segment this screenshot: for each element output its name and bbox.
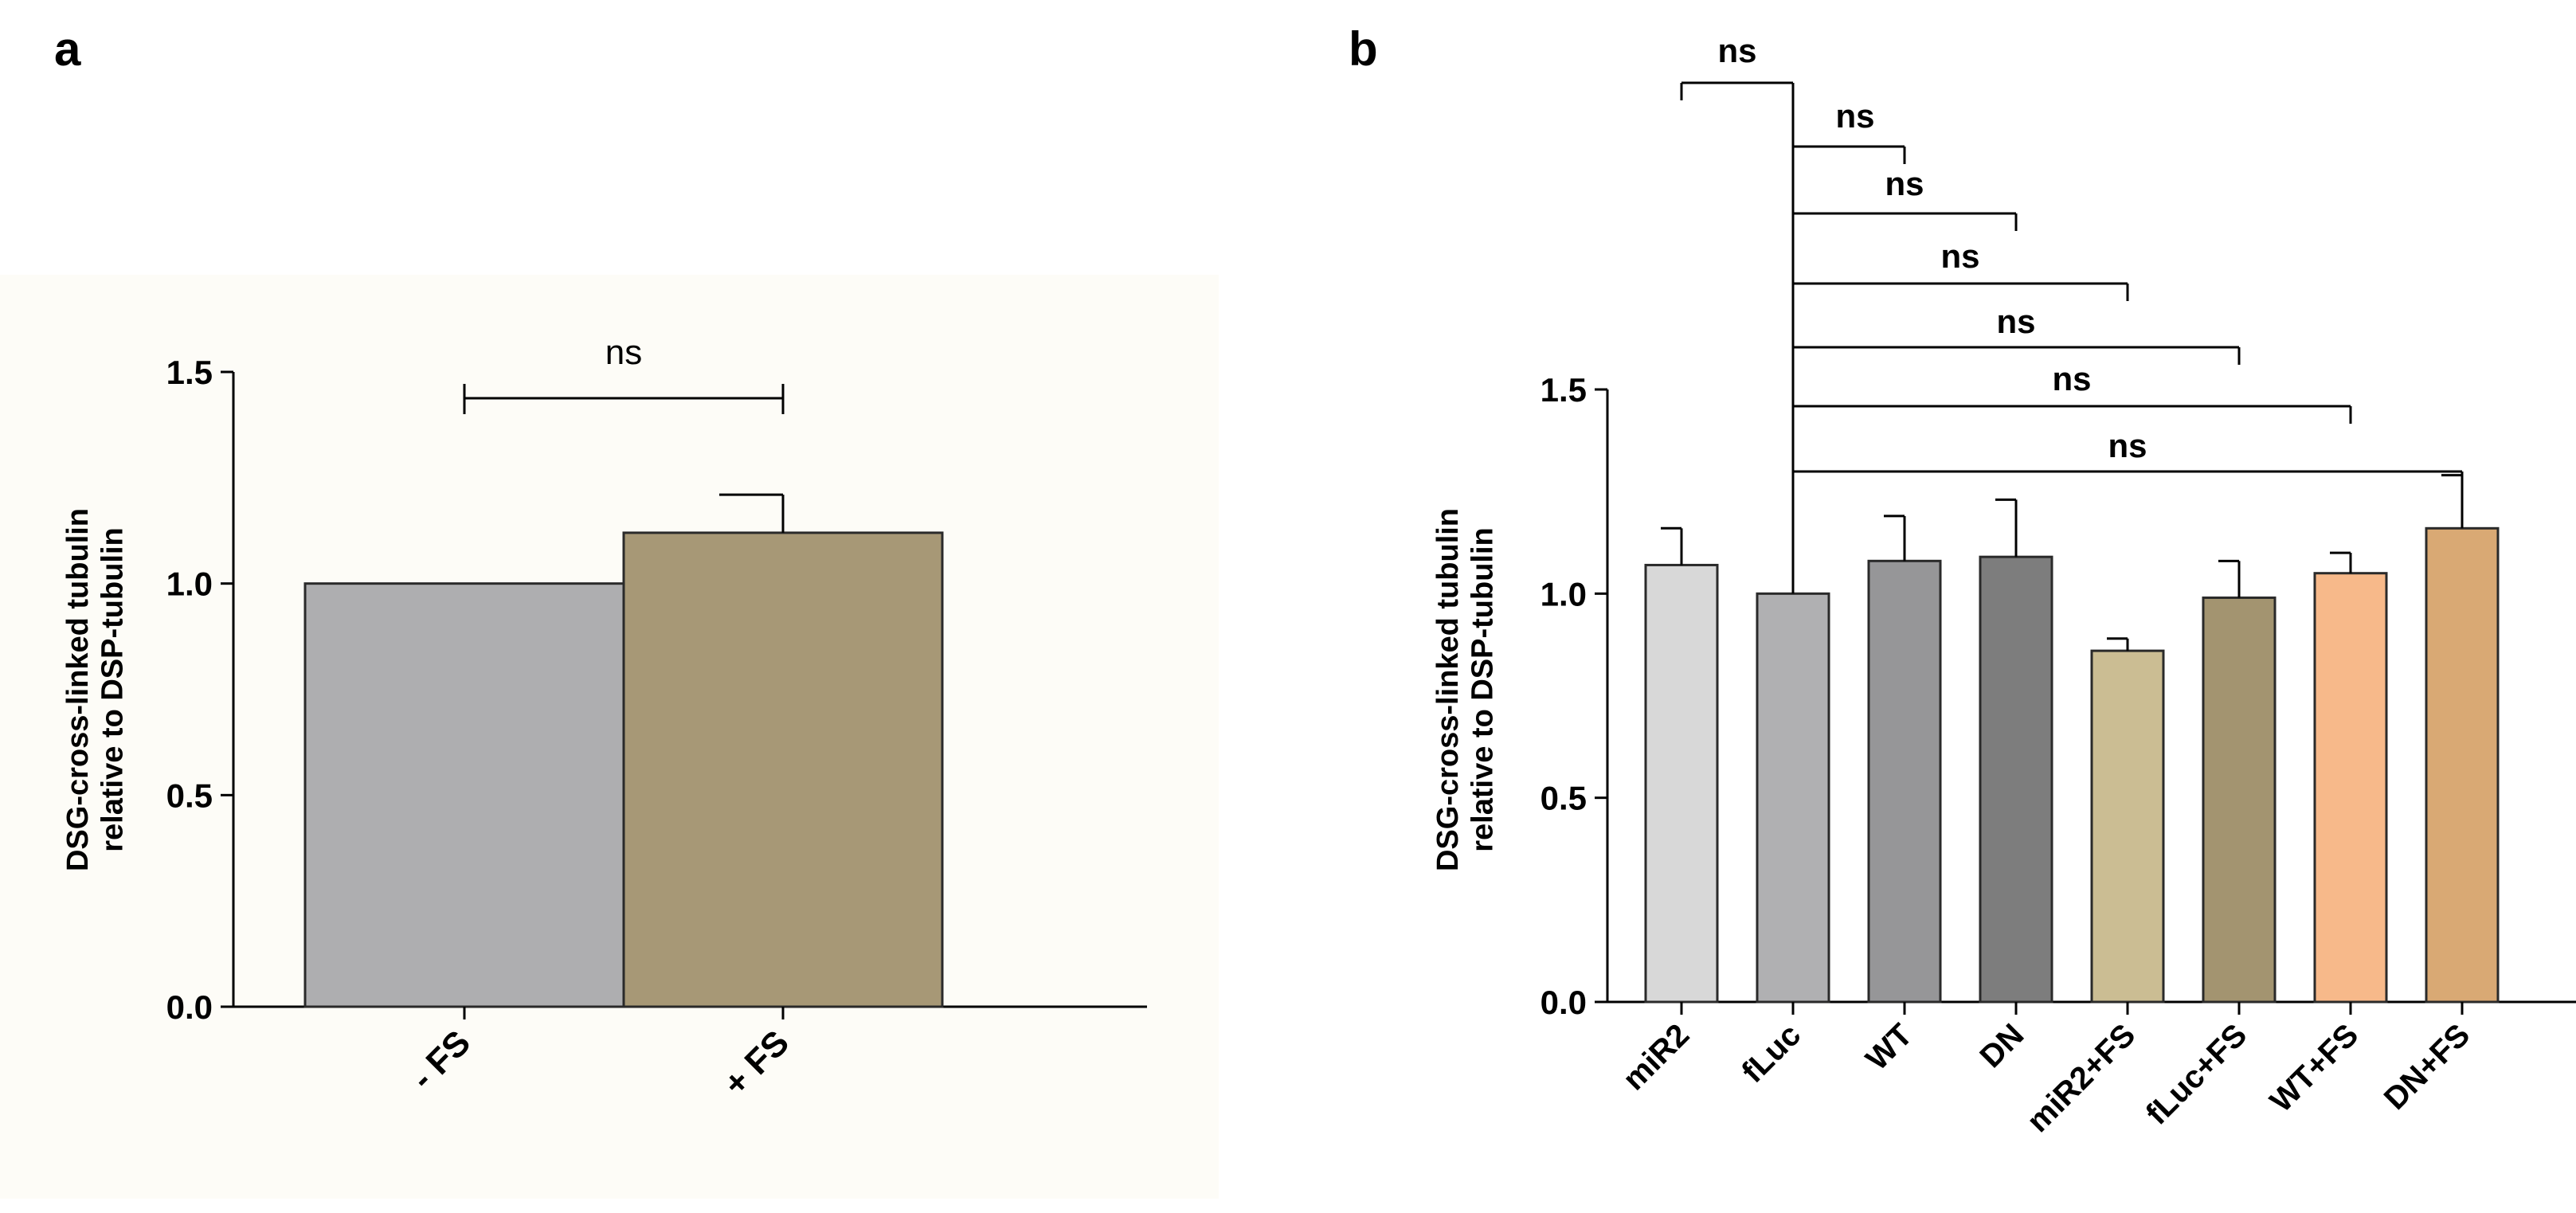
x-tick-label: WT: [1859, 1017, 1919, 1077]
significance-label: ns: [1940, 237, 1979, 275]
y-axis-label-line: relative to DSP-tubulin: [1466, 527, 1500, 851]
x-tick-label: - FS: [404, 1023, 478, 1097]
y-tick-label: 0.5: [166, 777, 213, 814]
bar: [622, 531, 944, 1008]
significance-label: ns: [1885, 165, 1924, 202]
y-tick-label: 1.0: [166, 565, 213, 603]
significance-label: ns: [2108, 427, 2147, 464]
x-tick-label: DN: [1973, 1017, 2030, 1074]
x-tick-label: DN+FS: [2378, 1017, 2477, 1117]
bar: [1867, 559, 1942, 1004]
y-tick-label: 0.0: [166, 988, 213, 1026]
y-tick-label: 0.5: [1541, 780, 1587, 817]
y-tick-label: 1.5: [1541, 371, 1587, 409]
x-tick-label: fLuc: [1736, 1017, 1808, 1090]
significance-label: ns: [1835, 97, 1874, 135]
significance-label: ns: [605, 333, 642, 372]
y-axis-label: DSG-cross-linked tubulinrelative to DSP-…: [1431, 508, 1500, 871]
x-tick-label: miR2: [1616, 1017, 1696, 1097]
y-axis-label-line: DSG-cross-linked tubulin: [1431, 508, 1465, 871]
bar: [1644, 563, 1719, 1004]
bar: [2425, 526, 2500, 1004]
y-tick-label: 1.0: [1541, 575, 1587, 612]
bar: [2313, 572, 2388, 1004]
significance-label: ns: [2052, 360, 2091, 397]
y-axis-label-line: DSG-cross-linked tubulin: [61, 508, 95, 871]
panel-a-label: a: [54, 22, 81, 76]
x-tick-label: fLuc+FS: [2139, 1017, 2253, 1131]
chart-panel-a: 0.0 0.5 1.0 1.5 DSG-cross-linked tubulinrela…: [61, 333, 1147, 1104]
x-tick-label: WT+FS: [2264, 1017, 2366, 1119]
bar: [2090, 649, 2165, 1004]
bar: [2202, 596, 2277, 1004]
bar: [1756, 592, 1830, 1004]
x-tick-label: + FS: [716, 1023, 797, 1103]
y-axis-label-line: relative to DSP-tubulin: [96, 527, 130, 851]
bar: [1979, 555, 2053, 1004]
chart-panel-b: 0.0 0.5 1.0 1.5 DSG-cross-linked tubulinrela…: [1431, 32, 2576, 1139]
significance-label: ns: [1717, 32, 1756, 69]
x-tick-label: miR2+FS: [2020, 1017, 2142, 1139]
y-tick-label: 1.5: [166, 354, 213, 391]
panel-b-label: b: [1349, 22, 1378, 76]
y-tick-label: 0.0: [1541, 984, 1587, 1021]
y-axis-label: DSG-cross-linked tubulinrelative to DSP-…: [61, 508, 130, 871]
bar: [303, 582, 625, 1008]
significance-label: ns: [1996, 303, 2035, 340]
